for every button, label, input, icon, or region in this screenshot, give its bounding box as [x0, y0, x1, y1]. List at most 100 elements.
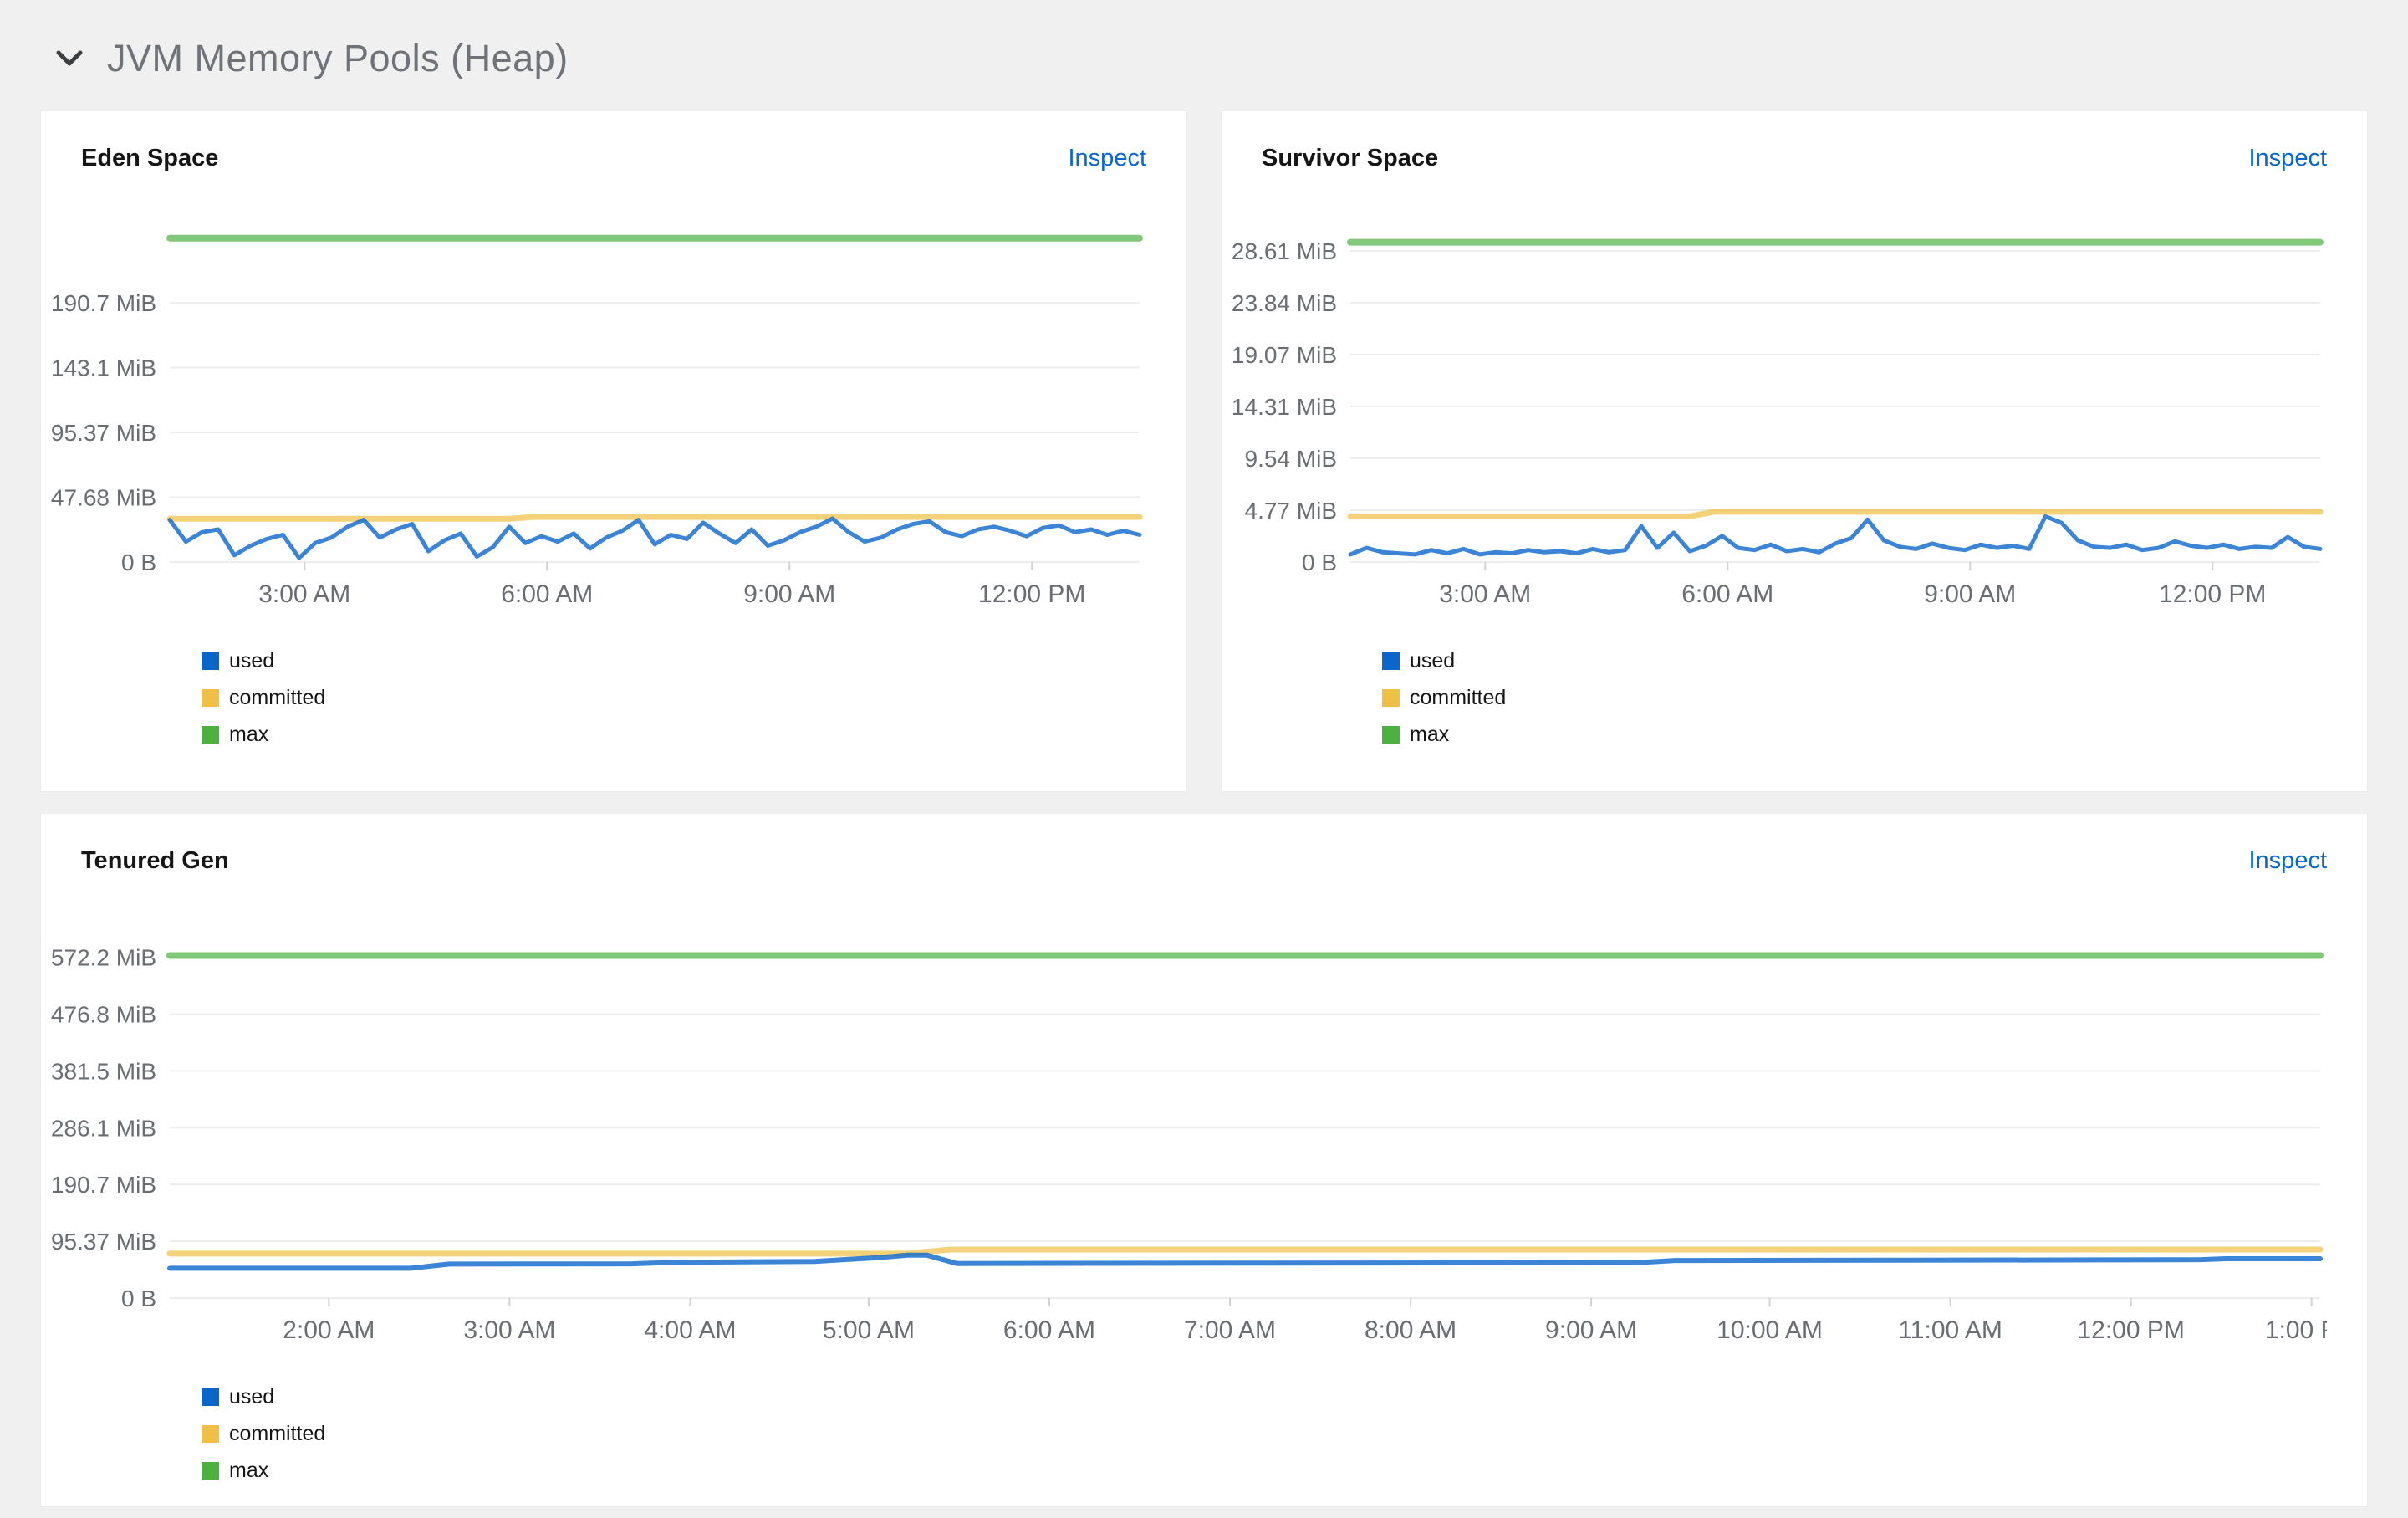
panel-eden-space: Eden Space Inspect 190.7 MiB 143.1 MiB 95.… [40, 110, 1187, 792]
x-tick-label: 3:00 AM [1439, 580, 1531, 608]
y-tick-label: 143.1 MiB [51, 355, 156, 381]
chart-canvas[interactable]: 190.7 MiB 143.1 MiB 95.37 MiB 47.68 MiB 0 B 3… [44, 217, 1146, 611]
y-tick-label: 47.68 MiB [51, 485, 156, 511]
series-used [1348, 514, 2323, 557]
x-tick-label: 10:00 AM [1717, 1316, 1823, 1344]
chart-legend: used committed max [202, 649, 1146, 747]
inspect-link[interactable]: Inspect [2248, 847, 2328, 874]
x-tick-label: 1:00 PM [2265, 1316, 2327, 1344]
x-tick-label: 4:00 AM [644, 1316, 736, 1344]
legend-label: used [1410, 649, 1456, 672]
x-axis: 2:00 AM 3:00 AM 4:00 AM 5:00 AM 6:00 AM 7:00 … [283, 1298, 2327, 1344]
legend-swatch [1382, 689, 1400, 707]
section-title: JVM Memory Pools (Heap) [107, 37, 569, 79]
legend-item-committed[interactable]: committed [1382, 686, 2327, 710]
y-tick-label: 28.61 MiB [1232, 238, 1337, 264]
y-tick-label: 95.37 MiB [51, 420, 156, 446]
x-tick-label: 7:00 AM [1184, 1316, 1276, 1344]
x-tick-label: 9:00 AM [743, 580, 835, 608]
legend-item-used[interactable]: used [202, 1385, 2327, 1409]
section-header-jvm-memory-pools[interactable]: JVM Memory Pools (Heap) [0, 0, 2408, 80]
panel-tenured-gen: Tenured Gen Inspect 572.2 MiB 476.8 MiB 38… [40, 813, 2368, 1507]
y-tick-label: 0 B [1302, 549, 1337, 575]
y-axis: 28.61 MiB 23.84 MiB 19.07 MiB 14.31 MiB 9.54… [1232, 238, 2320, 575]
panel-title: Eden Space [81, 145, 219, 171]
series-used [167, 1252, 2323, 1271]
y-tick-label: 572.2 MiB [51, 945, 156, 971]
x-tick-label: 9:00 AM [1545, 1316, 1637, 1344]
x-tick-label: 5:00 AM [823, 1316, 915, 1344]
legend-label: committed [1410, 686, 1507, 709]
series-committed [166, 514, 1143, 522]
panel-title: Survivor Space [1262, 145, 1439, 171]
memory-chart-survivor[interactable]: 28.61 MiB 23.84 MiB 19.07 MiB 14.31 MiB 9.54… [1225, 217, 2327, 611]
x-tick-label: 12:00 PM [978, 580, 1085, 608]
inspect-link[interactable]: Inspect [2248, 145, 2328, 171]
y-tick-label: 14.31 MiB [1232, 394, 1337, 420]
y-tick-label: 381.5 MiB [51, 1058, 156, 1084]
x-tick-label: 6:00 AM [1681, 580, 1773, 608]
x-tick-label: 9:00 AM [1924, 580, 2016, 608]
y-tick-label: 4.77 MiB [1245, 498, 1338, 524]
series-used [167, 516, 1142, 560]
x-axis: 3:00 AM 6:00 AM 9:00 AM 12:00 PM [1439, 562, 2266, 608]
y-tick-label: 95.37 MiB [51, 1229, 156, 1255]
legend-label: max [1410, 723, 1450, 746]
legend-label: used [229, 1385, 275, 1408]
legend-item-committed[interactable]: committed [202, 686, 1146, 710]
chart-legend: used committed max [202, 1385, 2327, 1483]
chart-legend: used committed max [1382, 649, 2327, 747]
panel-header: Tenured Gen Inspect [81, 847, 2327, 875]
y-tick-label: 0 B [121, 549, 156, 575]
legend-label: committed [229, 686, 326, 709]
legend-item-used[interactable]: used [1382, 649, 2327, 673]
y-tick-label: 9.54 MiB [1245, 446, 1338, 472]
y-tick-label: 476.8 MiB [51, 1001, 156, 1027]
x-tick-label: 3:00 AM [258, 580, 350, 608]
x-tick-label: 3:00 AM [463, 1316, 555, 1344]
inspect-link[interactable]: Inspect [1068, 145, 1147, 171]
chart-canvas[interactable]: 572.2 MiB 476.8 MiB 381.5 MiB 286.1 MiB 190.… [44, 928, 2327, 1347]
series-committed [1347, 509, 2324, 519]
x-tick-label: 12:00 PM [2159, 580, 2266, 608]
memory-chart-tenured[interactable]: 572.2 MiB 476.8 MiB 381.5 MiB 286.1 MiB 190.… [44, 928, 2327, 1347]
chevron-down-icon[interactable] [55, 49, 84, 69]
legend-swatch [202, 1462, 219, 1480]
panel-title: Tenured Gen [81, 847, 229, 874]
legend-swatch [202, 726, 219, 744]
series-committed [166, 1246, 2324, 1257]
panel-row-top: Eden Space Inspect 190.7 MiB 143.1 MiB 95.… [40, 110, 2368, 792]
legend-swatch [202, 1425, 219, 1443]
legend-item-committed[interactable]: committed [202, 1422, 2327, 1446]
y-tick-label: 19.07 MiB [1232, 342, 1337, 368]
x-tick-label: 8:00 AM [1365, 1316, 1457, 1344]
y-tick-label: 190.7 MiB [51, 1172, 156, 1198]
legend-label: max [229, 723, 269, 746]
legend-item-max[interactable]: max [202, 1459, 2327, 1483]
y-tick-label: 23.84 MiB [1232, 290, 1337, 316]
legend-label: committed [229, 1422, 326, 1445]
y-tick-label: 286.1 MiB [51, 1115, 156, 1141]
y-axis: 190.7 MiB 143.1 MiB 95.37 MiB 47.68 MiB 0 B [51, 290, 1140, 575]
y-tick-label: 0 B [121, 1285, 156, 1311]
x-tick-label: 12:00 PM [2077, 1316, 2184, 1344]
dashboard-body: Eden Space Inspect 190.7 MiB 143.1 MiB 95.… [40, 110, 2368, 1507]
memory-chart-eden[interactable]: 190.7 MiB 143.1 MiB 95.37 MiB 47.68 MiB 0 B 3… [44, 217, 1146, 611]
legend-swatch [1382, 726, 1400, 744]
chart-canvas[interactable]: 28.61 MiB 23.84 MiB 19.07 MiB 14.31 MiB 9.54… [1225, 217, 2327, 611]
legend-swatch [202, 652, 219, 670]
legend-item-used[interactable]: used [202, 649, 1146, 673]
legend-swatch [202, 689, 219, 707]
x-tick-label: 6:00 AM [1003, 1316, 1095, 1344]
x-tick-label: 11:00 AM [1898, 1316, 2002, 1344]
legend-item-max[interactable]: max [202, 723, 1146, 747]
x-tick-label: 2:00 AM [283, 1316, 375, 1344]
x-tick-label: 6:00 AM [501, 580, 593, 608]
panel-header: Survivor Space Inspect [1262, 145, 2327, 172]
legend-swatch [202, 1388, 219, 1406]
legend-item-max[interactable]: max [1382, 723, 2327, 747]
y-tick-label: 190.7 MiB [51, 290, 156, 316]
panel-header: Eden Space Inspect [81, 145, 1146, 172]
legend-label: used [229, 649, 275, 672]
legend-swatch [1382, 652, 1400, 670]
